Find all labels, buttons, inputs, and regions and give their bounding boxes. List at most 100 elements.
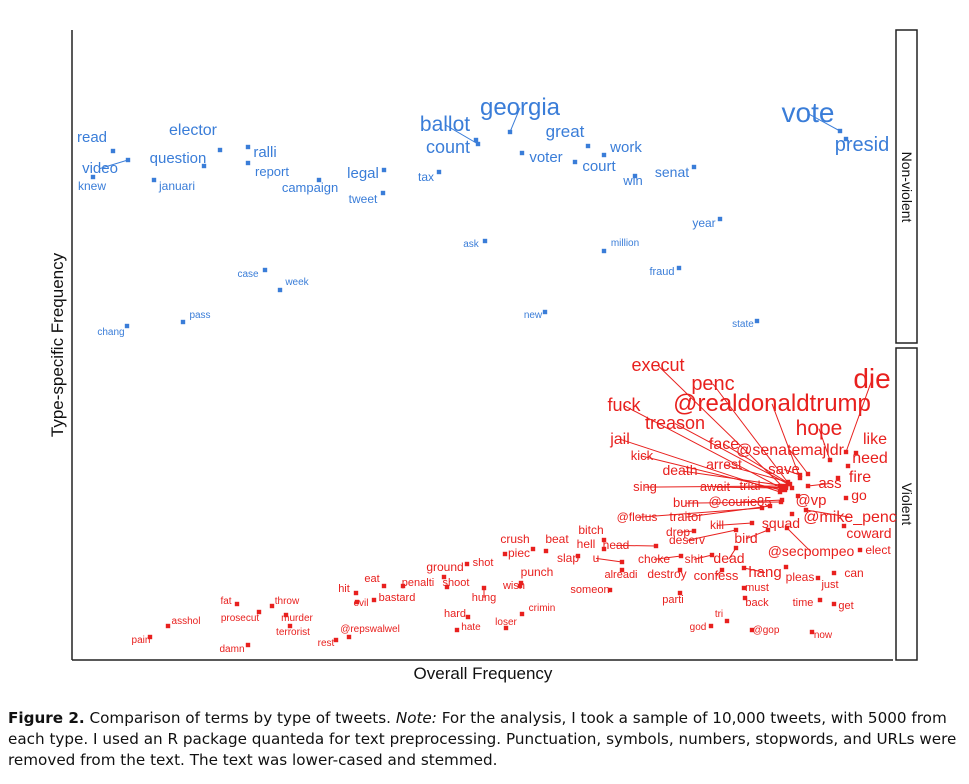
connector-georgia <box>509 107 521 133</box>
connector-treason <box>674 423 789 485</box>
term-label-senatemajldr: @senatemajldr <box>736 442 845 459</box>
point-crimin <box>519 611 525 617</box>
term-label-jail: jail <box>609 431 630 448</box>
point-flotus <box>759 505 765 511</box>
term-label-realdonaldtrump: @realdonaldtrump <box>673 390 871 417</box>
point-presid <box>843 136 849 142</box>
point-great <box>585 143 591 149</box>
point-mike-penc <box>803 507 809 513</box>
connector-execut <box>657 365 783 487</box>
term-label-fuck: fuck <box>607 395 641 415</box>
point-shoot <box>444 584 450 590</box>
term-label-hope: hope <box>796 417 843 440</box>
point-tax <box>436 169 442 175</box>
term-label-hit: hit <box>338 583 350 595</box>
term-label-flotus: @flotus <box>617 510 658 524</box>
term-label-read: read <box>77 129 107 146</box>
term-label-georgia: georgia <box>480 94 561 121</box>
term-label-ground: ground <box>426 560 463 574</box>
point-chang <box>124 323 130 329</box>
term-label-penalti: penalti <box>402 577 434 589</box>
term-label-piec: piec <box>508 546 530 560</box>
term-label-ballot: ballot <box>420 113 470 136</box>
point-ballot <box>475 141 481 147</box>
point-georgia <box>507 129 513 135</box>
term-label-mike-penc: @mike_penc <box>803 509 897 526</box>
connector-hang <box>743 567 766 573</box>
point-asshol <box>165 623 171 629</box>
point-trial <box>783 485 789 491</box>
term-label-dead: dead <box>713 550 744 566</box>
point-hate <box>454 627 460 633</box>
caption-note-label: Note: <box>395 709 437 727</box>
term-label-throw: throw <box>275 596 300 607</box>
point-terrorist <box>287 623 293 629</box>
term-label-rest: rest <box>318 638 335 649</box>
point-year <box>717 216 723 222</box>
term-label-head: head <box>603 538 630 552</box>
point-hit <box>353 590 359 596</box>
point-question <box>201 163 207 169</box>
term-label-new: new <box>524 310 543 321</box>
term-label-save: save <box>768 461 800 478</box>
term-label-bastard: bastard <box>379 592 416 604</box>
point-murder <box>283 612 289 618</box>
term-label-god: god <box>690 622 707 633</box>
point-like <box>853 450 859 456</box>
term-label-fat: fat <box>220 596 231 607</box>
term-label-court: court <box>582 158 616 175</box>
term-label-hate: hate <box>461 622 481 633</box>
term-label-gop: @gop <box>753 625 780 636</box>
connector-await <box>714 486 784 489</box>
term-label-week: week <box>284 277 309 288</box>
point-get <box>831 601 837 607</box>
point-coward <box>841 523 847 529</box>
term-label-crush: crush <box>500 532 529 546</box>
term-label-wish: wish <box>502 580 525 592</box>
point-someon <box>607 587 613 593</box>
facet-label-nonviolent: Non-violent <box>899 152 915 223</box>
point-u <box>619 559 625 565</box>
term-label-hard: hard <box>444 608 466 620</box>
point-case <box>262 267 268 273</box>
term-label-treason: treason <box>645 413 705 433</box>
term-label-execut: execut <box>631 355 684 375</box>
term-label-bitch: bitch <box>578 523 603 537</box>
point-damn <box>245 642 251 648</box>
term-label-terrorist: terrorist <box>276 627 310 638</box>
connector-senatemajldr <box>789 449 809 475</box>
connector-penc <box>712 383 793 489</box>
term-label-legal: legal <box>347 165 379 182</box>
point-evil <box>354 599 360 605</box>
term-label-drop: drop <box>666 525 690 539</box>
point-vote <box>837 128 843 134</box>
point-tweet <box>380 190 386 196</box>
term-label-kill: kill <box>710 518 724 532</box>
point-ass <box>805 483 811 489</box>
point-await <box>780 485 786 491</box>
term-label-great: great <box>546 122 585 141</box>
connector-vote <box>807 113 841 132</box>
connector-kick <box>641 455 782 491</box>
point-shit <box>709 552 715 558</box>
point-senatemajldr <box>805 471 811 477</box>
term-label-prosecut: prosecut <box>221 613 260 624</box>
figure-caption: Figure 2. Comparison of terms by type of… <box>8 708 963 771</box>
term-label-pleas: pleas <box>786 570 815 584</box>
term-label-slap: slap <box>557 551 579 565</box>
term-label-can: can <box>844 566 863 580</box>
point-bitch <box>601 537 607 543</box>
connector-save <box>783 469 801 476</box>
point-deserv <box>733 527 739 533</box>
point-bird <box>765 527 771 533</box>
point-fat <box>234 601 240 607</box>
point-go <box>843 495 849 501</box>
point-hang <box>741 565 747 571</box>
term-label-question: question <box>150 150 207 167</box>
term-label-loser: loser <box>495 617 517 628</box>
connector-face <box>723 443 791 485</box>
term-label-chang: chang <box>97 327 124 338</box>
term-label-damn: damn <box>219 644 244 655</box>
point-drop <box>691 528 697 534</box>
term-label-work: work <box>609 139 642 156</box>
